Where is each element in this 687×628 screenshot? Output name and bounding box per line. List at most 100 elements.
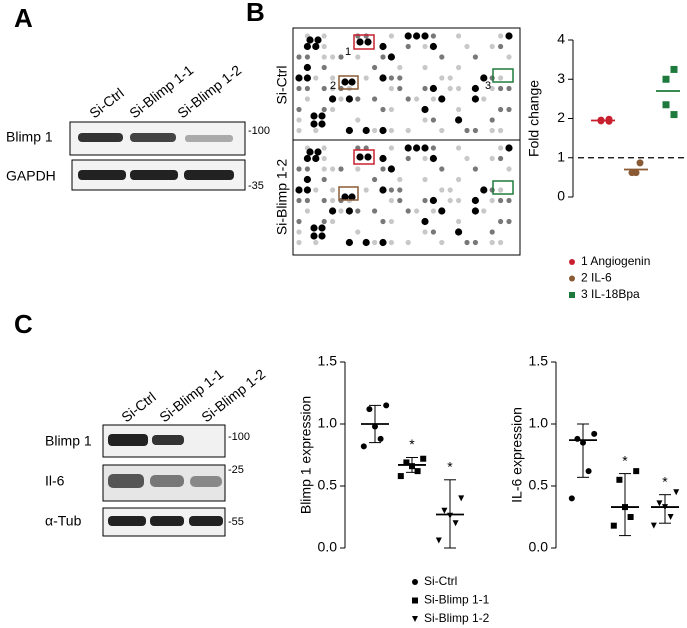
array-spot xyxy=(422,117,428,123)
legend-label: Si-Blimp 1-1 xyxy=(424,593,490,607)
array-spot xyxy=(321,106,327,113)
array-spot xyxy=(330,75,336,81)
array-spot xyxy=(480,74,488,82)
array-spot xyxy=(430,33,436,39)
array-spot xyxy=(312,154,320,163)
array-spot xyxy=(472,166,478,172)
array-spot xyxy=(379,74,387,82)
point xyxy=(360,443,367,450)
array-spot xyxy=(310,232,318,240)
y-tick-label: 0.0 xyxy=(529,539,549,555)
array-spot xyxy=(471,84,479,93)
mw-marker: -25 xyxy=(228,464,244,476)
array-spot xyxy=(379,154,387,163)
array-spot xyxy=(414,96,420,102)
point xyxy=(622,504,628,511)
array-spot xyxy=(447,187,453,193)
array-spot xyxy=(313,127,319,134)
point xyxy=(633,468,640,475)
band xyxy=(152,435,184,445)
array-spot xyxy=(456,197,462,204)
point xyxy=(568,495,575,502)
array-spot xyxy=(404,144,412,152)
point xyxy=(458,495,465,502)
array-spot xyxy=(362,126,370,135)
array-spot xyxy=(429,154,437,163)
array-spot xyxy=(363,75,369,81)
array-spot xyxy=(329,207,337,215)
point xyxy=(591,430,598,437)
array-spot xyxy=(439,239,445,246)
array-spot xyxy=(506,85,512,92)
point xyxy=(580,439,586,446)
arrays xyxy=(292,27,521,256)
array-spot xyxy=(348,193,356,201)
array-spot xyxy=(348,78,356,86)
array-spot xyxy=(447,75,453,81)
array-spot xyxy=(310,224,318,232)
spot-label: 2 xyxy=(330,80,336,92)
spot-label: 3 xyxy=(485,80,491,92)
array-spot xyxy=(380,54,386,60)
array-spot xyxy=(472,239,478,246)
array-spot xyxy=(296,127,302,134)
mw-marker: -100 xyxy=(248,125,270,137)
array-spot xyxy=(413,32,421,40)
array-spot xyxy=(489,117,495,123)
point xyxy=(420,455,427,462)
array-spot xyxy=(304,197,310,204)
array-spot xyxy=(464,239,470,246)
lane-label: Si-Ctrl xyxy=(118,389,158,426)
legend-label: Si-Blimp 1-2 xyxy=(424,611,490,625)
array-spot xyxy=(321,166,327,172)
array-spot xyxy=(506,218,512,225)
row-label: GAPDH xyxy=(6,168,56,184)
blot-a xyxy=(69,121,246,191)
row-label: Blimp 1 xyxy=(6,129,53,145)
array-spot xyxy=(421,144,429,152)
y-tick-label: 1 xyxy=(557,148,565,164)
array-spot xyxy=(439,127,445,134)
point xyxy=(597,117,605,125)
array-spot xyxy=(310,120,318,128)
box-il6 xyxy=(338,75,359,90)
point xyxy=(412,616,418,622)
band xyxy=(130,133,176,142)
array-spot xyxy=(330,106,336,113)
array-spot xyxy=(456,85,462,92)
array-spot xyxy=(430,117,436,123)
array-spot xyxy=(355,117,361,123)
array-spot xyxy=(296,117,302,123)
array-spot xyxy=(505,32,513,40)
array-spot xyxy=(330,218,336,225)
y-tick-label: 3 xyxy=(557,70,565,86)
array-spot xyxy=(421,105,429,114)
array-spot xyxy=(355,96,361,102)
array-spot xyxy=(405,208,411,214)
array-spot xyxy=(397,197,403,204)
array-spot xyxy=(304,166,310,172)
box-il18bpa xyxy=(492,180,514,195)
array-spot xyxy=(356,38,364,46)
array-spot xyxy=(364,38,372,46)
array-spot xyxy=(421,32,429,40)
array-spot xyxy=(345,238,353,247)
array-spot xyxy=(356,153,364,161)
array-spot xyxy=(489,187,495,193)
point xyxy=(372,423,378,430)
array-spot xyxy=(506,106,512,113)
box-angiogenin xyxy=(353,149,375,165)
array-spot xyxy=(429,196,437,205)
array-spot xyxy=(464,127,470,134)
array-spot xyxy=(447,85,453,92)
y-tick-label: 0.5 xyxy=(318,477,338,493)
panel-label: B xyxy=(246,0,265,27)
array-spot xyxy=(498,106,504,113)
legend-label: Si-Ctrl xyxy=(424,574,457,588)
array-spot xyxy=(341,193,349,201)
point xyxy=(412,579,418,585)
array-spot xyxy=(397,64,403,71)
point xyxy=(435,537,442,544)
point xyxy=(673,489,680,496)
array-spot xyxy=(405,155,411,162)
